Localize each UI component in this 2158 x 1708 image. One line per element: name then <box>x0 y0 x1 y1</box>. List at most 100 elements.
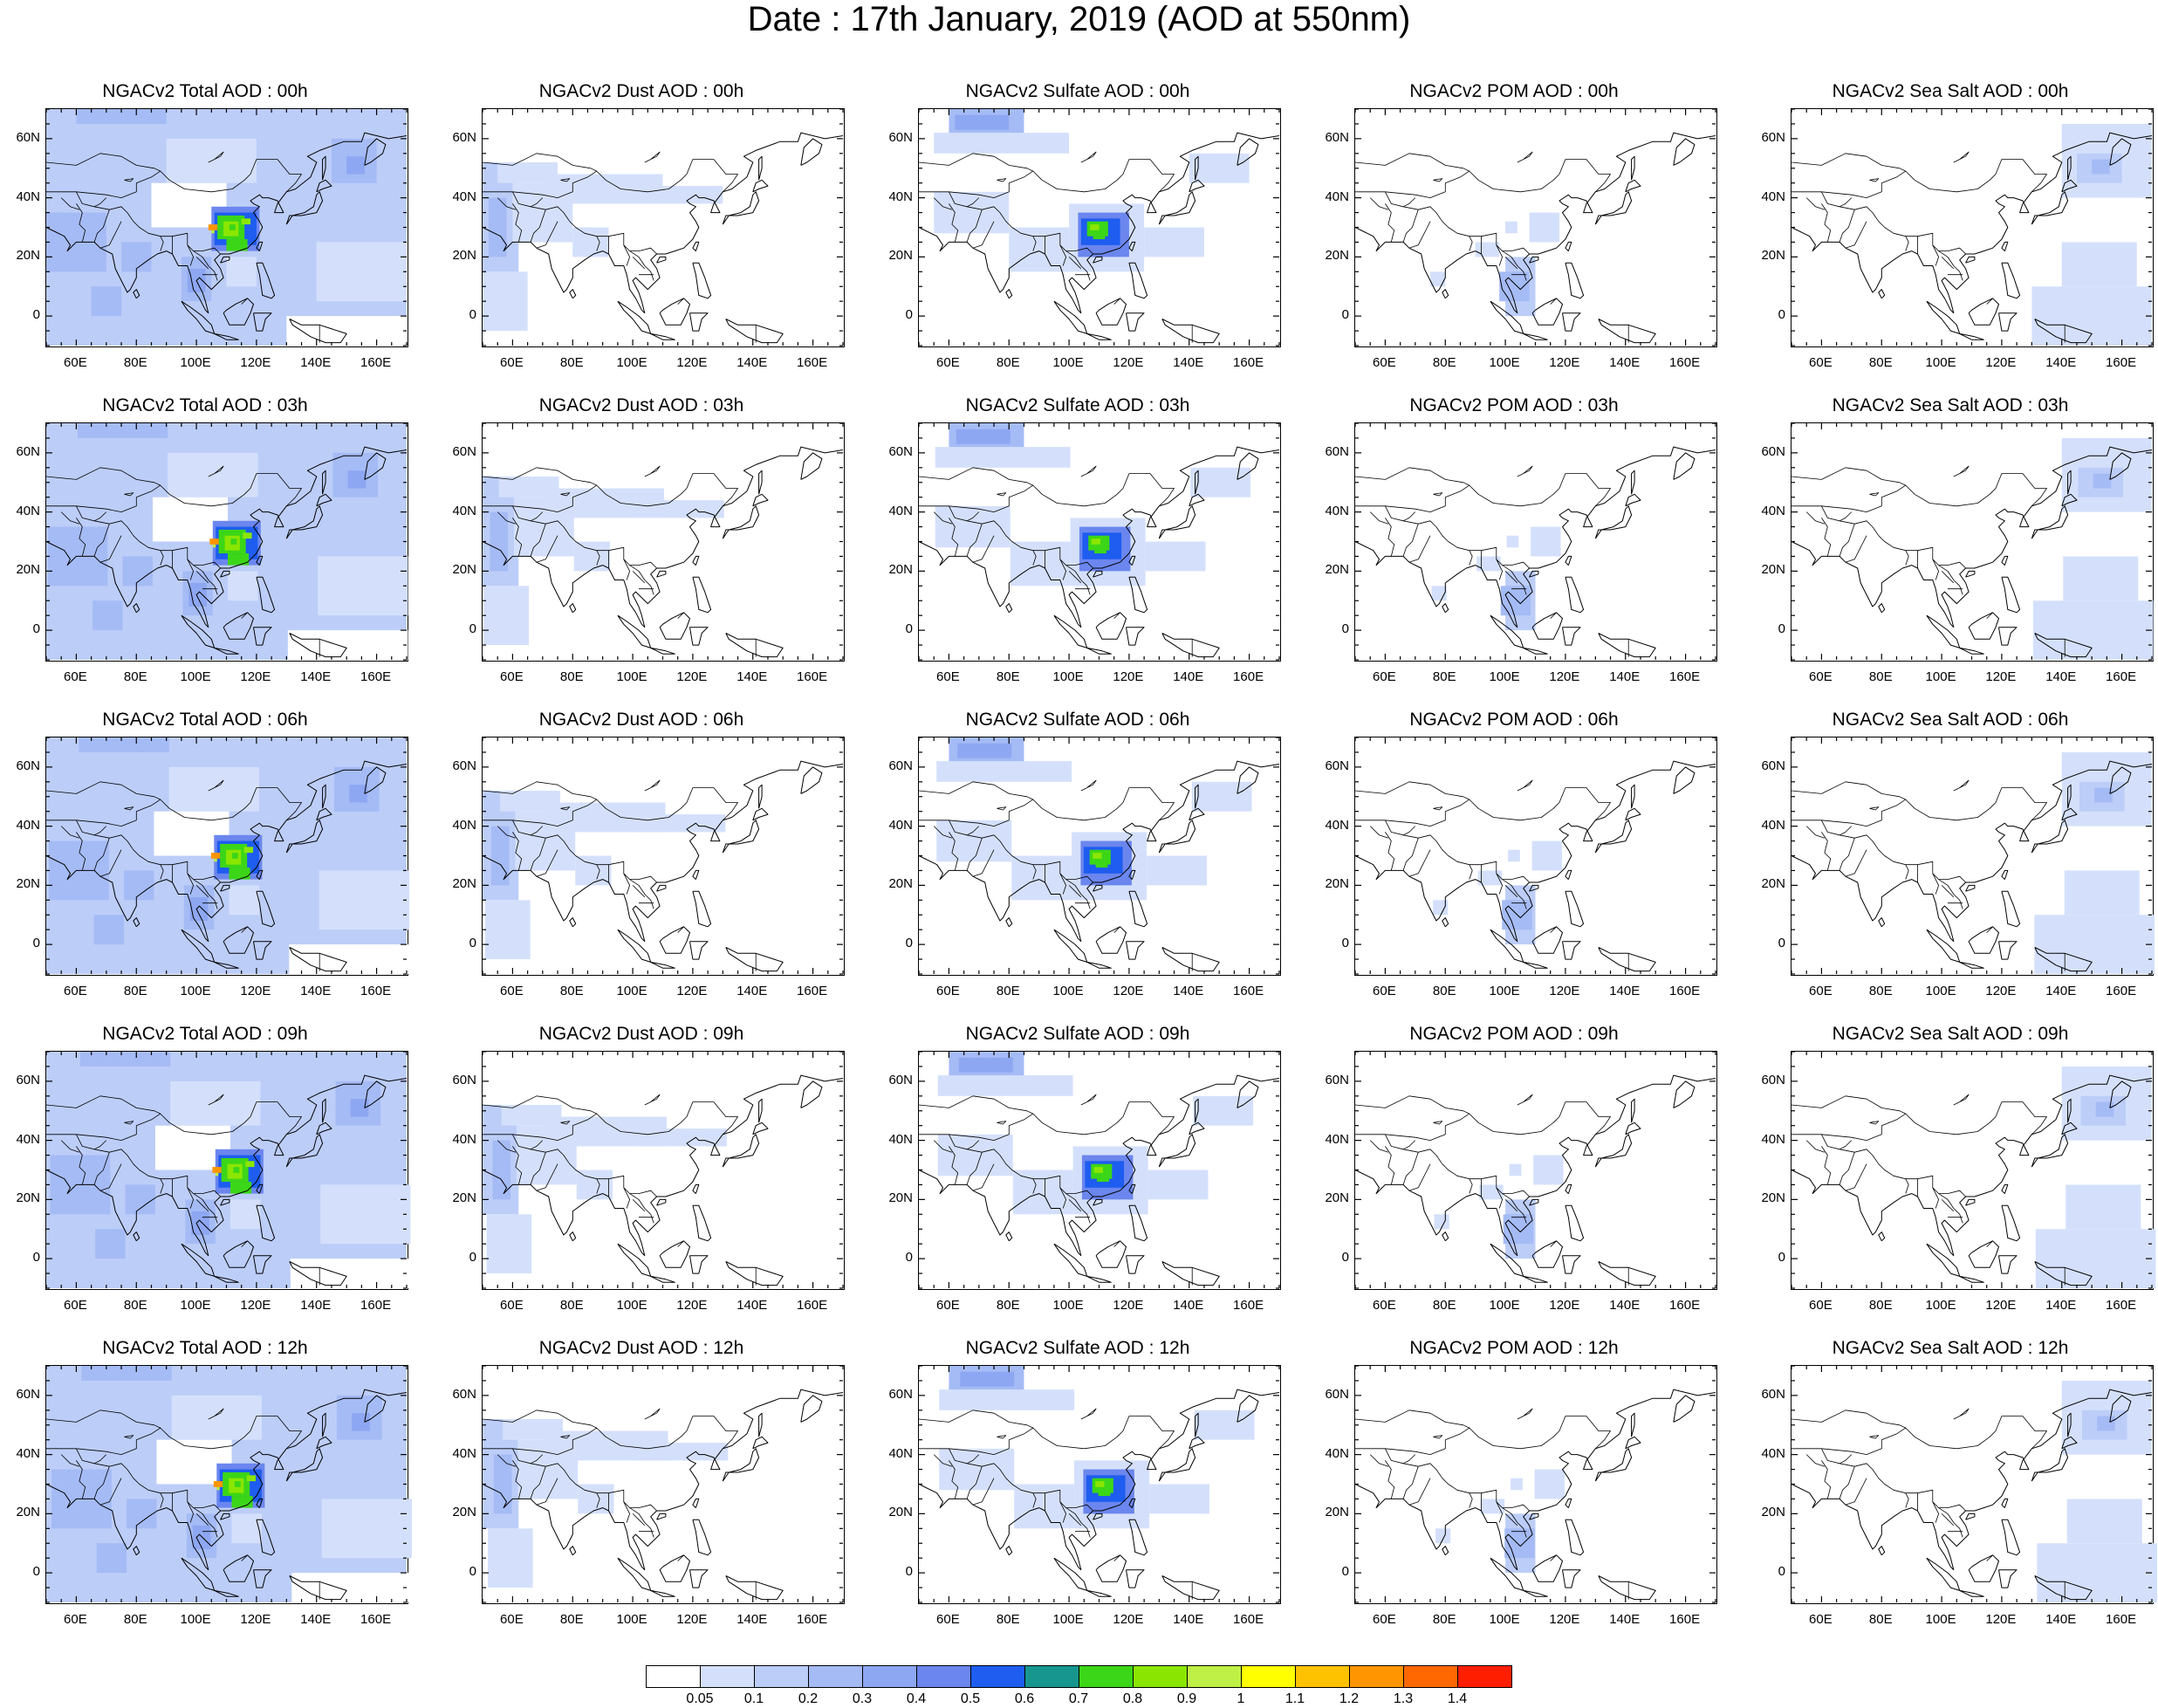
lon-tick-label: 80E <box>123 669 147 684</box>
lake-outline <box>124 492 134 497</box>
aod-shading <box>1431 526 1561 631</box>
country-border <box>1791 153 1906 172</box>
country-border <box>1059 1187 1067 1209</box>
axis-ticks <box>482 737 844 975</box>
colorbar-swatch <box>1187 1665 1242 1688</box>
lat-tick-label: 0 <box>1778 1250 1785 1266</box>
country-border <box>949 1460 959 1499</box>
coastline <box>659 1240 690 1268</box>
coastline <box>289 633 347 658</box>
aod-cell <box>2031 286 2152 346</box>
coastline <box>1237 1080 1259 1108</box>
country-border <box>677 298 684 305</box>
country-border <box>187 559 195 580</box>
coastline <box>722 191 760 225</box>
lon-tick-label: 160E <box>360 669 392 684</box>
coastline <box>1631 1412 1635 1437</box>
country-border <box>530 1152 546 1185</box>
coastline <box>2001 869 2009 880</box>
lake-outline <box>124 806 134 811</box>
lat-tick-label: 20N <box>16 562 40 578</box>
country-border <box>1941 571 1955 584</box>
country-border <box>1469 550 1473 566</box>
lake-outline <box>1869 1121 1880 1125</box>
lat-tick-label: 0 <box>905 936 913 951</box>
coastline <box>45 760 408 943</box>
country-border <box>1791 1410 1906 1429</box>
lat-tick-label: 0 <box>1341 1250 1349 1266</box>
panel-title: NGACv2 Dust AOD : 12h <box>538 1338 744 1358</box>
coastline <box>1998 1255 2018 1274</box>
aod-cell <box>486 1214 532 1274</box>
lake-outline <box>644 1408 661 1420</box>
coastline <box>482 1389 844 1571</box>
coastline <box>1631 784 1635 809</box>
coastline <box>1598 633 1656 658</box>
coastline <box>689 1255 709 1274</box>
country-border <box>1059 1501 1067 1523</box>
colorbar-label: 1 <box>1237 1691 1245 1706</box>
map-outlines <box>482 446 844 658</box>
country-border <box>919 159 1175 198</box>
coastline <box>223 1554 254 1582</box>
aod-cell <box>1093 853 1102 859</box>
coastline <box>1565 1519 1585 1556</box>
country-border <box>1905 864 1909 880</box>
country-border <box>482 467 597 486</box>
aod-cell <box>1144 227 1204 257</box>
country-border <box>1385 518 1395 557</box>
map-outlines <box>918 1389 1280 1601</box>
country-border <box>949 820 980 836</box>
lake-outline <box>1080 779 1097 792</box>
coastline <box>1878 289 1886 299</box>
country-border <box>1369 1454 1389 1467</box>
map-canvas <box>45 422 408 661</box>
coastline <box>752 1436 769 1450</box>
colorbar-label: 0.4 <box>906 1691 927 1706</box>
aod-cell <box>634 500 724 518</box>
lake-outline <box>560 1121 571 1125</box>
lat-tick-label: 20N <box>1325 1190 1349 1206</box>
aod-cell <box>290 1259 411 1288</box>
country-border <box>949 832 959 871</box>
panel-title: NGACv2 Sea Salt AOD : 03h <box>1832 395 2069 415</box>
coastline <box>692 576 712 614</box>
map-outlines <box>482 132 844 344</box>
panel-title: NGACv2 Dust AOD : 06h <box>538 710 744 730</box>
lon-tick-label: 120E <box>1113 669 1144 684</box>
country-border <box>512 518 523 557</box>
map-canvas <box>918 737 1280 975</box>
panel-title: NGACv2 Total AOD : 03h <box>102 395 308 415</box>
lat-tick-label: 0 <box>905 621 913 637</box>
colorbar-swatch <box>646 1665 701 1688</box>
map-panel-sulfate-09h: NGACv2 Sulfate AOD : 09h 60N 40N 20N 0 60E 80E… <box>873 1023 1283 1320</box>
country-border <box>76 518 86 557</box>
lake-outline <box>1517 465 1533 477</box>
lon-tick-label: 160E <box>1233 1612 1264 1627</box>
country-border <box>1821 203 1832 243</box>
colorbar-label: 1.1 <box>1285 1691 1305 1706</box>
coastline <box>1005 917 1013 928</box>
aod-cell <box>1149 1484 1209 1514</box>
coastline <box>1631 470 1635 495</box>
lake-outline <box>1080 151 1097 163</box>
country-border <box>93 1152 110 1185</box>
country-border <box>1496 559 1504 580</box>
coastline <box>1161 1575 1220 1601</box>
country-border <box>1504 885 1518 898</box>
coastline <box>758 1412 763 1437</box>
panel-title: NGACv2 Total AOD : 06h <box>102 710 308 730</box>
lon-tick-label: 100E <box>1052 984 1084 998</box>
aod-cell <box>2093 473 2112 489</box>
aod-cell <box>230 1199 261 1230</box>
lon-tick-label: 120E <box>1985 669 2017 684</box>
aod-cell <box>488 197 507 257</box>
lat-tick-label: 0 <box>32 621 40 637</box>
axis-ticks <box>45 737 408 975</box>
country-border <box>1496 1187 1504 1209</box>
coastline <box>1086 333 1112 340</box>
lon-tick-label: 120E <box>1985 355 2017 370</box>
coastline <box>1354 446 1716 628</box>
coastline <box>1442 603 1449 614</box>
country-border <box>1805 826 1826 839</box>
